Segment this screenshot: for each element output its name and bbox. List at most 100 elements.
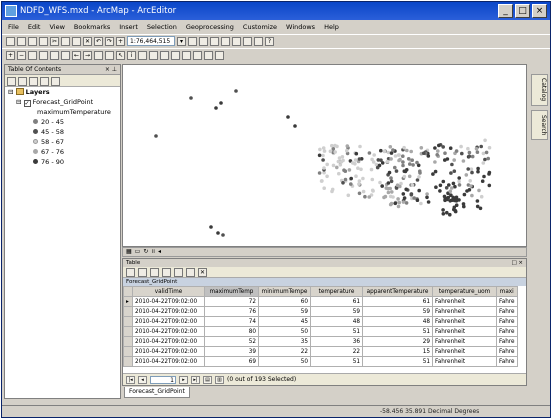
table-cell[interactable]: 74 xyxy=(204,316,259,327)
table-cell[interactable]: 51 xyxy=(310,356,363,367)
forward-extent-icon[interactable]: → xyxy=(83,50,92,60)
column-header[interactable]: minimumTempe xyxy=(258,286,311,297)
find-route-icon[interactable] xyxy=(182,50,191,60)
legend-class-2[interactable]: 45 - 58 xyxy=(5,127,120,137)
table-options-icon[interactable] xyxy=(126,267,135,277)
zoom-out-icon[interactable]: − xyxy=(17,50,26,60)
open-icon[interactable] xyxy=(17,36,26,46)
table-close-icon[interactable]: □ × xyxy=(511,260,523,266)
table-cell[interactable]: 2010-04-22T09:02:00 xyxy=(132,316,205,327)
zoom-in-icon[interactable]: + xyxy=(6,50,15,60)
pause-drawing-icon[interactable]: ॥ xyxy=(151,248,155,255)
show-selected-records-icon[interactable]: ▥ xyxy=(215,375,224,384)
clear-selection-icon[interactable] xyxy=(105,50,114,60)
table-row[interactable]: 2010-04-22T09:02:00 39 22 22 15 Fahrenheit Fah… xyxy=(123,346,518,357)
pan-hand-icon[interactable] xyxy=(28,50,37,60)
first-record-icon[interactable]: |◂ xyxy=(126,375,135,384)
related-tables-icon[interactable] xyxy=(138,267,147,277)
table-cell[interactable]: 50 xyxy=(258,326,311,337)
list-by-visibility-icon[interactable] xyxy=(29,77,38,86)
table-cell[interactable]: 52 xyxy=(204,336,259,347)
html-popup-icon[interactable] xyxy=(149,50,158,60)
row-selector[interactable] xyxy=(123,356,133,367)
table-cell[interactable]: 72 xyxy=(204,296,259,307)
row-selector[interactable] xyxy=(123,346,133,357)
column-header[interactable]: maximumTemp xyxy=(204,286,259,297)
table-cell[interactable]: 2010-04-22T09:02:00 xyxy=(132,336,205,347)
scale-dropdown-icon[interactable]: ▾ xyxy=(177,36,186,46)
row-selector[interactable]: ▸ xyxy=(123,296,133,307)
menu-bookmarks[interactable]: Bookmarks xyxy=(73,23,111,31)
search-tab[interactable]: Search xyxy=(531,110,548,140)
column-header[interactable]: temperature xyxy=(310,286,363,297)
table-cell[interactable]: Fahrenheit xyxy=(432,336,497,347)
column-header[interactable]: validTime xyxy=(132,286,205,297)
whats-this-help-icon[interactable]: ? xyxy=(265,36,274,46)
menu-file[interactable]: File xyxy=(8,23,19,31)
table-cell[interactable]: 22 xyxy=(258,346,311,357)
editor-toolbar-icon[interactable] xyxy=(188,36,197,46)
table-cell[interactable]: Fahre xyxy=(496,296,518,307)
table-cell[interactable]: 69 xyxy=(204,356,259,367)
map-scroll-left-icon[interactable]: ◂ xyxy=(157,248,161,255)
create-viewer-window-icon[interactable] xyxy=(215,50,224,60)
column-header[interactable]: apparentTemperature xyxy=(362,286,433,297)
close-button[interactable]: × xyxy=(532,4,547,18)
table-row[interactable]: 2010-04-22T09:02:00 74 45 48 48 Fahrenheit Fah… xyxy=(123,316,518,327)
table-cell[interactable]: Fahre xyxy=(496,316,518,327)
table-cell[interactable]: Fahre xyxy=(496,336,518,347)
hyperlink-icon[interactable] xyxy=(138,50,147,60)
list-by-drawing-order-icon[interactable] xyxy=(7,77,16,86)
table-cell[interactable]: 48 xyxy=(362,316,433,327)
maximize-button[interactable]: □ xyxy=(515,4,530,18)
select-elements-arrow-icon[interactable]: ↖ xyxy=(116,50,125,60)
menu-insert[interactable]: Insert xyxy=(119,23,138,31)
toc-close-icon[interactable]: × ⊥ xyxy=(104,66,117,73)
row-selector[interactable] xyxy=(123,336,133,347)
refresh-view-icon[interactable]: ↻ xyxy=(143,248,149,255)
table-cell[interactable]: 29 xyxy=(362,336,433,347)
table-cell[interactable]: Fahre xyxy=(496,306,518,317)
legend-class-5[interactable]: 76 - 90 xyxy=(5,157,120,167)
table-cell[interactable]: Fahrenheit xyxy=(432,296,497,307)
table-cell[interactable]: Fahrenheit xyxy=(432,306,497,317)
row-selector[interactable] xyxy=(123,306,133,317)
table-cell[interactable]: 2010-04-22T09:02:00 xyxy=(132,326,205,337)
column-header[interactable]: temperature_uom xyxy=(432,286,497,297)
identify-info-icon[interactable]: i xyxy=(127,50,136,60)
fixed-zoom-in-icon[interactable] xyxy=(50,50,59,60)
layout-view-icon[interactable]: ▭ xyxy=(134,248,141,255)
delete-icon[interactable]: ✕ xyxy=(83,36,92,46)
table-row[interactable]: ▸ 2010-04-22T09:02:00 72 60 61 61 Fahrenheit Fa… xyxy=(123,296,518,307)
back-extent-icon[interactable]: ← xyxy=(72,50,81,60)
catalog-tab[interactable]: Catalog xyxy=(531,74,548,106)
fixed-zoom-out-icon[interactable] xyxy=(61,50,70,60)
data-view-icon[interactable]: ▦ xyxy=(126,248,132,255)
search-window-icon[interactable] xyxy=(221,36,230,46)
table-cell[interactable]: Fahrenheit xyxy=(432,346,497,357)
table-cell[interactable]: Fahrenheit xyxy=(432,316,497,327)
table-cell[interactable]: Fahre xyxy=(496,326,518,337)
cut-icon[interactable]: ✂ xyxy=(50,36,59,46)
go-to-xy-icon[interactable] xyxy=(193,50,202,60)
table-cell[interactable]: 50 xyxy=(258,356,311,367)
table-row[interactable]: 2010-04-22T09:02:00 52 35 36 29 Fahrenheit Fah… xyxy=(123,336,518,347)
copy-icon[interactable] xyxy=(61,36,70,46)
table-cell[interactable]: 39 xyxy=(204,346,259,357)
minimize-button[interactable]: _ xyxy=(498,4,513,18)
table-cell[interactable]: 51 xyxy=(362,356,433,367)
menu-selection[interactable]: Selection xyxy=(146,23,177,31)
table-row[interactable]: 2010-04-22T09:02:00 76 59 59 59 Fahrenheit Fah… xyxy=(123,306,518,317)
toc-options-icon[interactable] xyxy=(51,77,60,86)
python-window-icon[interactable] xyxy=(243,36,252,46)
collapse-toggle-icon[interactable]: ⊟ xyxy=(16,98,22,106)
menu-geoprocessing[interactable]: Geoprocessing xyxy=(185,23,234,31)
last-record-icon[interactable]: ▸| xyxy=(191,375,200,384)
legend-class-4[interactable]: 67 - 76 xyxy=(5,147,120,157)
undo-icon[interactable]: ↶ xyxy=(94,36,103,46)
previous-record-icon[interactable]: ◂ xyxy=(138,375,147,384)
map-canvas[interactable] xyxy=(123,65,527,247)
delete-selected-icon[interactable]: ✕ xyxy=(198,267,207,277)
menu-customize[interactable]: Customize xyxy=(242,23,278,31)
table-cell[interactable]: 59 xyxy=(258,306,311,317)
